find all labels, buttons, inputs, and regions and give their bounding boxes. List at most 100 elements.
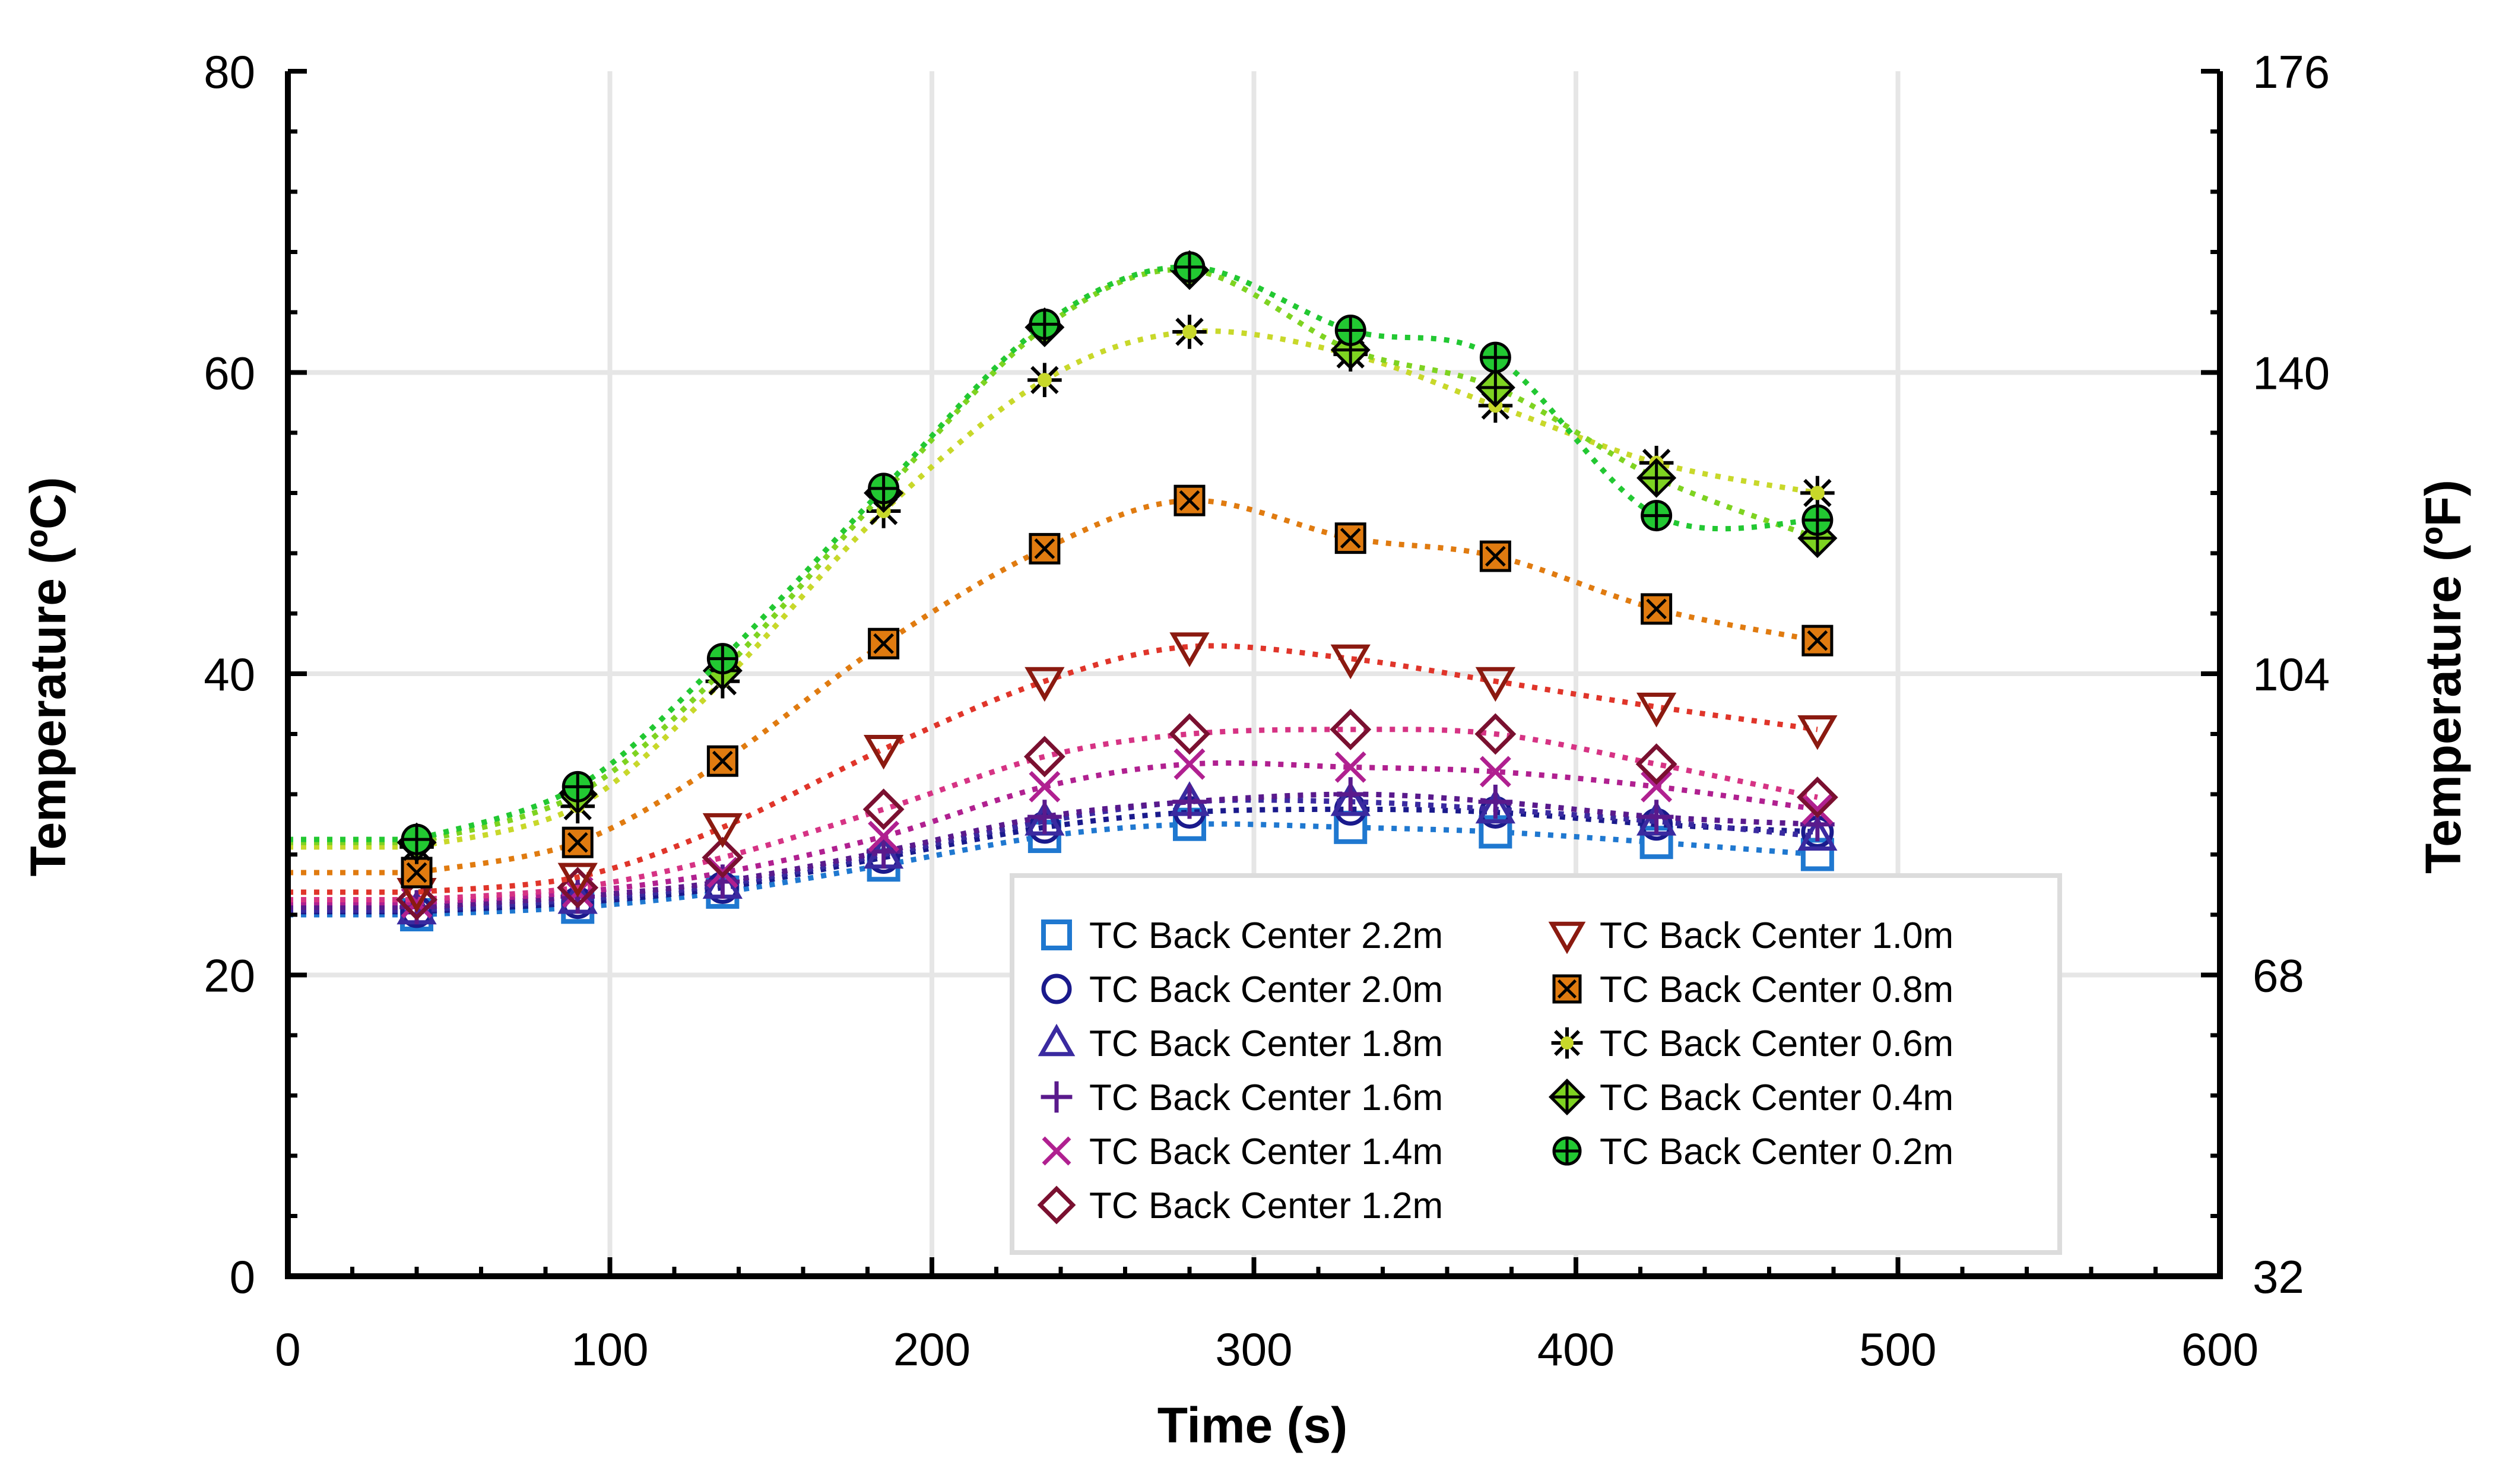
data-point — [1169, 713, 1210, 755]
data-point-cross — [563, 772, 592, 801]
legend-marker-core — [1560, 1036, 1574, 1049]
legend-marker — [1041, 974, 1072, 1004]
legend-item: TC Back Center 0.2m — [1552, 1131, 1953, 1172]
legend-label: TC Back Center 2.2m — [1089, 915, 1443, 956]
legend-item: TC Back Center 2.0m — [1041, 969, 1443, 1010]
legend-item: TC Back Center 2.2m — [1041, 915, 1443, 956]
data-point-cross — [406, 862, 427, 883]
data-point-cross — [1175, 252, 1204, 281]
data-point-cross — [1642, 501, 1671, 530]
data-point — [862, 788, 905, 830]
series-8 — [288, 484, 1834, 889]
data-point-cross — [567, 832, 588, 853]
legend-label: TC Back Center 2.0m — [1089, 969, 1443, 1010]
series-7 — [288, 632, 1838, 913]
data-point — [1169, 632, 1210, 667]
x-tick-label: 0 — [275, 1323, 300, 1375]
data-point — [1479, 756, 1511, 788]
legend-item: TC Back Center 0.8m — [1552, 969, 1953, 1010]
data-point — [1797, 715, 1838, 750]
series-layer — [288, 250, 1838, 931]
y-tick-label-left: 60 — [204, 347, 255, 399]
x-tick-label: 600 — [2181, 1323, 2259, 1375]
y-tick-label-right: 104 — [2253, 648, 2330, 700]
legend-marker — [1041, 919, 1072, 950]
data-point — [1334, 522, 1366, 554]
legend-label: TC Back Center 0.4m — [1600, 1077, 1953, 1118]
x-tick-label: 200 — [893, 1323, 970, 1375]
y-tick-label-left: 40 — [204, 648, 255, 700]
legend-label: TC Back Center 1.4m — [1089, 1131, 1443, 1172]
data-point-cross — [1638, 460, 1674, 496]
data-point-cross — [1034, 538, 1055, 559]
data-point — [1330, 708, 1372, 750]
data-point — [1479, 540, 1511, 572]
data-point-cross — [1030, 310, 1059, 339]
data-point — [396, 879, 437, 921]
data-point — [1639, 800, 1674, 834]
series-line — [288, 727, 1818, 903]
data-point — [1333, 777, 1368, 811]
data-point-cross — [1477, 369, 1514, 405]
data-point — [1641, 770, 1673, 803]
data-point — [702, 813, 743, 848]
data-point — [1635, 743, 1677, 785]
data-point-core — [1182, 324, 1197, 339]
data-point — [1801, 793, 1834, 825]
data-point-cross — [712, 750, 733, 772]
legend-item: TC Back Center 1.0m — [1548, 915, 1953, 956]
data-point-cross — [1481, 343, 1510, 372]
data-point — [1636, 692, 1677, 728]
data-point — [1023, 735, 1065, 778]
series-line — [288, 267, 1819, 845]
legend-item: TC Back Center 0.4m — [1548, 1077, 1953, 1118]
data-point — [1796, 776, 1838, 819]
x-tick-label: 100 — [571, 1323, 648, 1375]
data-point-core — [1037, 373, 1052, 388]
data-point — [868, 627, 900, 659]
data-point — [557, 863, 598, 898]
data-point — [1029, 770, 1061, 803]
data-point — [1330, 781, 1371, 816]
data-point — [868, 820, 900, 852]
y-axis-title-right: Temperature (ºF) — [2415, 480, 2471, 874]
x-tick-label: 400 — [1537, 1323, 1615, 1375]
legend-marker — [1038, 1023, 1076, 1057]
data-point-core — [1810, 486, 1825, 500]
data-point-cross — [1803, 506, 1832, 535]
data-point-cross — [1646, 598, 1667, 620]
y-axis-title-left: Temperature (ºC) — [20, 477, 76, 876]
data-point — [1475, 788, 1516, 824]
legend-marker — [1041, 1081, 1073, 1113]
data-point-cross — [708, 644, 737, 673]
legend-marker — [1548, 921, 1586, 955]
legend-item: TC Back Center 1.4m — [1042, 1131, 1443, 1172]
series-11 — [288, 251, 1834, 855]
legend-marker-cross — [1550, 1080, 1584, 1114]
data-point — [1025, 667, 1065, 702]
legend: TC Back Center 2.2m TC Back Center 2.0m TC… — [1010, 873, 2062, 1255]
data-point — [1172, 784, 1207, 819]
series-line — [288, 806, 1818, 915]
legend-label: TC Back Center 1.0m — [1600, 915, 1953, 956]
y-tick-label-right: 32 — [2253, 1251, 2304, 1303]
axes: 0 100 200 300 400 500 600 0 20 40 60 80 32 68 104 140 17… — [204, 46, 2330, 1375]
legend-box — [1010, 873, 2062, 1255]
series-line — [288, 264, 1818, 842]
legend-label: TC Back Center 1.2m — [1089, 1185, 1443, 1226]
legend-marker — [1037, 1185, 1076, 1225]
data-point-cross — [873, 633, 894, 654]
series-line — [288, 643, 1818, 895]
data-point — [1027, 800, 1062, 834]
legend-marker-cross — [1557, 979, 1577, 999]
data-point-cross — [1336, 316, 1365, 345]
series-line — [288, 797, 1818, 913]
data-point-cross — [1179, 490, 1200, 511]
data-point — [1173, 748, 1206, 780]
data-point — [1474, 713, 1517, 755]
legend-label: TC Back Center 1.8m — [1089, 1023, 1443, 1064]
series-line — [288, 497, 1818, 876]
series-10 — [288, 250, 1838, 863]
y-tick-label-right: 68 — [2253, 950, 2304, 1002]
